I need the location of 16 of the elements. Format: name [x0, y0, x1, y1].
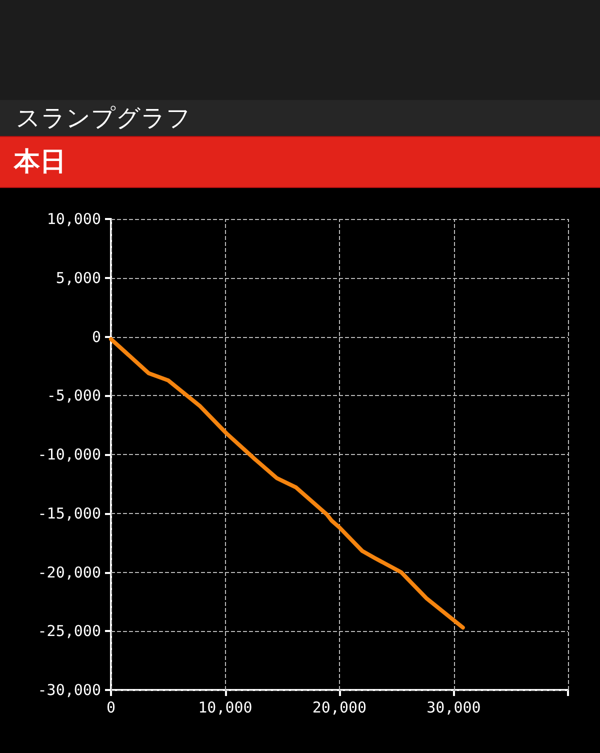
chart-title: スランプグラフ [0, 100, 600, 136]
y-tick-label: 5,000 [56, 268, 101, 287]
x-tick-label: 30,000 [426, 698, 481, 716]
y-tick-label: 0 [92, 328, 101, 346]
y-tick-label: -20,000 [38, 563, 101, 582]
y-tick-label: -10,000 [38, 446, 101, 464]
x-tick-label: 20,000 [312, 698, 367, 716]
y-tick-label: -30,000 [38, 681, 101, 699]
chart-subtitle: 本日 [0, 136, 600, 188]
x-tick-label: 0 [106, 698, 116, 716]
y-tick-label: 10,000 [46, 210, 101, 228]
y-tick-label: -25,000 [38, 622, 101, 640]
y-tick-label: -15,000 [38, 504, 101, 522]
y-tick-label: -5,000 [46, 386, 101, 405]
line-series [109, 337, 465, 630]
x-tick-label: 10,000 [198, 698, 252, 716]
